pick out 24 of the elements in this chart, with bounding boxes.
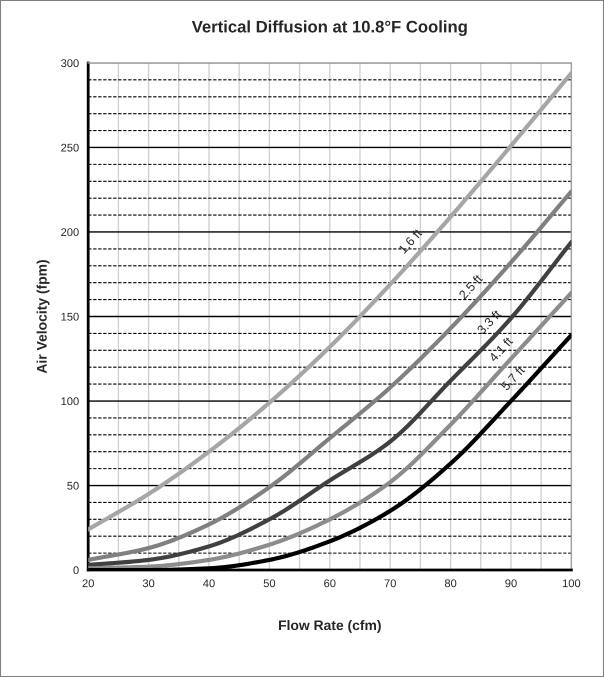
y-tick-label: 100 (61, 397, 79, 406)
x-axis-title: Flow Rate (cfm) (279, 620, 381, 633)
x-tick-label: 40 (203, 579, 215, 588)
annotation: 5.7 ft (500, 364, 526, 392)
y-tick-label: 150 (61, 312, 79, 321)
x-tick-label: 50 (264, 579, 276, 588)
y-tick-label: 250 (61, 144, 79, 152)
x-tick-label: 20 (82, 579, 94, 588)
chart-title: Vertical Diffusion at 10.8°F Cooling (192, 20, 467, 36)
y-tick-label: 0 (73, 566, 79, 574)
x-tick-label: 90 (505, 579, 517, 588)
annotation: 4.1 ft (488, 336, 514, 362)
x-tick-label: 60 (324, 579, 336, 588)
x-tick-label: 80 (444, 579, 456, 588)
annotation: 1.6 ft (398, 228, 423, 254)
x-tick-label: 100 (562, 579, 580, 588)
annotation: 2.5 ft (458, 273, 484, 300)
y-tick-label: 300 (61, 59, 79, 68)
x-tick-label: 70 (384, 579, 396, 588)
y-tick-label: 200 (61, 228, 79, 236)
x-tick-label: 30 (142, 579, 154, 588)
y-axis-title: Air Velocity (fpm) (36, 260, 50, 374)
annotation: 3.3 ft (476, 308, 502, 335)
y-tick-label: 50 (67, 482, 79, 490)
